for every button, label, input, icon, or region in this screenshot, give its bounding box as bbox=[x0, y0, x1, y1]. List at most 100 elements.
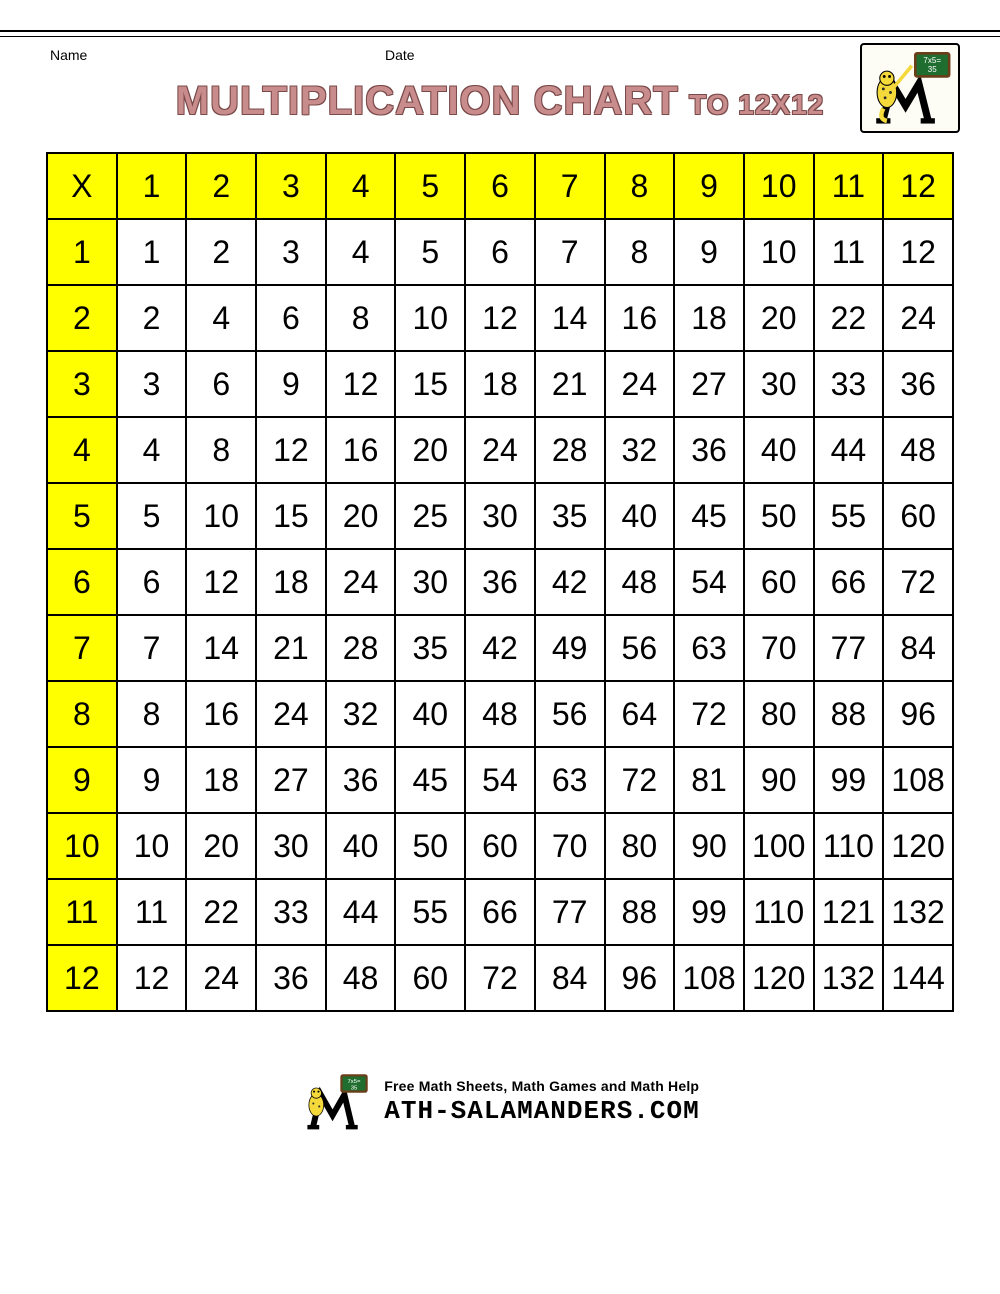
table-cell: 48 bbox=[326, 945, 396, 1011]
table-cell: 55 bbox=[814, 483, 884, 549]
table-cell: 42 bbox=[535, 549, 605, 615]
table-row: 224681012141618202224 bbox=[47, 285, 953, 351]
table-cell: 10 bbox=[744, 219, 814, 285]
table-cell: 70 bbox=[744, 615, 814, 681]
table-cell: 72 bbox=[883, 549, 953, 615]
table-cell: 60 bbox=[744, 549, 814, 615]
table-cell: 24 bbox=[883, 285, 953, 351]
table-cell: 110 bbox=[744, 879, 814, 945]
table-cell: 72 bbox=[605, 747, 675, 813]
header-row: Name Date 7x5= 35 bbox=[0, 37, 1000, 63]
table-cell: 4 bbox=[117, 417, 187, 483]
table-row-header: 8 bbox=[47, 681, 117, 747]
table-cell: 90 bbox=[674, 813, 744, 879]
table-cell: 18 bbox=[465, 351, 535, 417]
table-row: 9918273645546372819099108 bbox=[47, 747, 953, 813]
table-cell: 60 bbox=[883, 483, 953, 549]
multiplication-table-wrap: X123456789101112112345678910111222468101… bbox=[0, 152, 1000, 1012]
table-cell: 36 bbox=[883, 351, 953, 417]
table-cell: 80 bbox=[744, 681, 814, 747]
table-corner-cell: X bbox=[47, 153, 117, 219]
table-cell: 11 bbox=[814, 219, 884, 285]
table-cell: 9 bbox=[674, 219, 744, 285]
table-cell: 36 bbox=[674, 417, 744, 483]
table-cell: 22 bbox=[814, 285, 884, 351]
table-row-header: 6 bbox=[47, 549, 117, 615]
table-cell: 3 bbox=[117, 351, 187, 417]
table-cell: 7 bbox=[535, 219, 605, 285]
table-cell: 12 bbox=[117, 945, 187, 1011]
table-cell: 2 bbox=[186, 219, 256, 285]
table-cell: 2 bbox=[117, 285, 187, 351]
table-cell: 60 bbox=[465, 813, 535, 879]
table-cell: 5 bbox=[117, 483, 187, 549]
table-cell: 55 bbox=[395, 879, 465, 945]
table-header-row: X123456789101112 bbox=[47, 153, 953, 219]
table-cell: 56 bbox=[605, 615, 675, 681]
table-col-header: 5 bbox=[395, 153, 465, 219]
table-cell: 36 bbox=[465, 549, 535, 615]
table-cell: 33 bbox=[256, 879, 326, 945]
table-cell: 12 bbox=[256, 417, 326, 483]
table-cell: 70 bbox=[535, 813, 605, 879]
table-cell: 6 bbox=[465, 219, 535, 285]
table-cell: 42 bbox=[465, 615, 535, 681]
table-col-header: 2 bbox=[186, 153, 256, 219]
multiplication-table: X123456789101112112345678910111222468101… bbox=[46, 152, 954, 1012]
table-cell: 110 bbox=[814, 813, 884, 879]
table-cell: 32 bbox=[326, 681, 396, 747]
table-cell: 30 bbox=[744, 351, 814, 417]
table-row-header: 11 bbox=[47, 879, 117, 945]
table-cell: 8 bbox=[117, 681, 187, 747]
table-cell: 60 bbox=[395, 945, 465, 1011]
table-cell: 44 bbox=[326, 879, 396, 945]
table-cell: 66 bbox=[814, 549, 884, 615]
table-cell: 20 bbox=[744, 285, 814, 351]
table-row-header: 12 bbox=[47, 945, 117, 1011]
table-cell: 40 bbox=[326, 813, 396, 879]
table-cell: 10 bbox=[395, 285, 465, 351]
table-cell: 32 bbox=[605, 417, 675, 483]
table-cell: 12 bbox=[883, 219, 953, 285]
table-cell: 40 bbox=[744, 417, 814, 483]
table-cell: 6 bbox=[186, 351, 256, 417]
table-cell: 20 bbox=[395, 417, 465, 483]
table-cell: 6 bbox=[117, 549, 187, 615]
svg-text:35: 35 bbox=[351, 1085, 358, 1091]
table-row-header: 10 bbox=[47, 813, 117, 879]
table-cell: 12 bbox=[186, 549, 256, 615]
table-cell: 21 bbox=[535, 351, 605, 417]
table-cell: 20 bbox=[186, 813, 256, 879]
table-cell: 132 bbox=[814, 945, 884, 1011]
table-cell: 108 bbox=[674, 945, 744, 1011]
table-cell: 66 bbox=[465, 879, 535, 945]
table-col-header: 3 bbox=[256, 153, 326, 219]
table-col-header: 1 bbox=[117, 153, 187, 219]
table-cell: 27 bbox=[674, 351, 744, 417]
table-cell: 36 bbox=[256, 945, 326, 1011]
table-cell: 96 bbox=[883, 681, 953, 747]
table-cell: 45 bbox=[674, 483, 744, 549]
table-cell: 4 bbox=[186, 285, 256, 351]
top-double-rule bbox=[0, 30, 1000, 37]
table-cell: 120 bbox=[744, 945, 814, 1011]
table-cell: 121 bbox=[814, 879, 884, 945]
table-cell: 88 bbox=[814, 681, 884, 747]
table-cell: 72 bbox=[674, 681, 744, 747]
table-cell: 14 bbox=[535, 285, 605, 351]
table-col-header: 8 bbox=[605, 153, 675, 219]
table-col-header: 9 bbox=[674, 153, 744, 219]
title-main: MULTIPLICATION CHART bbox=[176, 79, 679, 123]
table-cell: 99 bbox=[814, 747, 884, 813]
title-suffix: TO 12X12 bbox=[689, 89, 824, 120]
table-row-header: 5 bbox=[47, 483, 117, 549]
table-cell: 24 bbox=[326, 549, 396, 615]
table-cell: 14 bbox=[186, 615, 256, 681]
table-cell: 9 bbox=[256, 351, 326, 417]
table-col-header: 12 bbox=[883, 153, 953, 219]
table-cell: 18 bbox=[186, 747, 256, 813]
table-cell: 56 bbox=[535, 681, 605, 747]
table-row-header: 4 bbox=[47, 417, 117, 483]
table-cell: 24 bbox=[186, 945, 256, 1011]
table-cell: 40 bbox=[395, 681, 465, 747]
